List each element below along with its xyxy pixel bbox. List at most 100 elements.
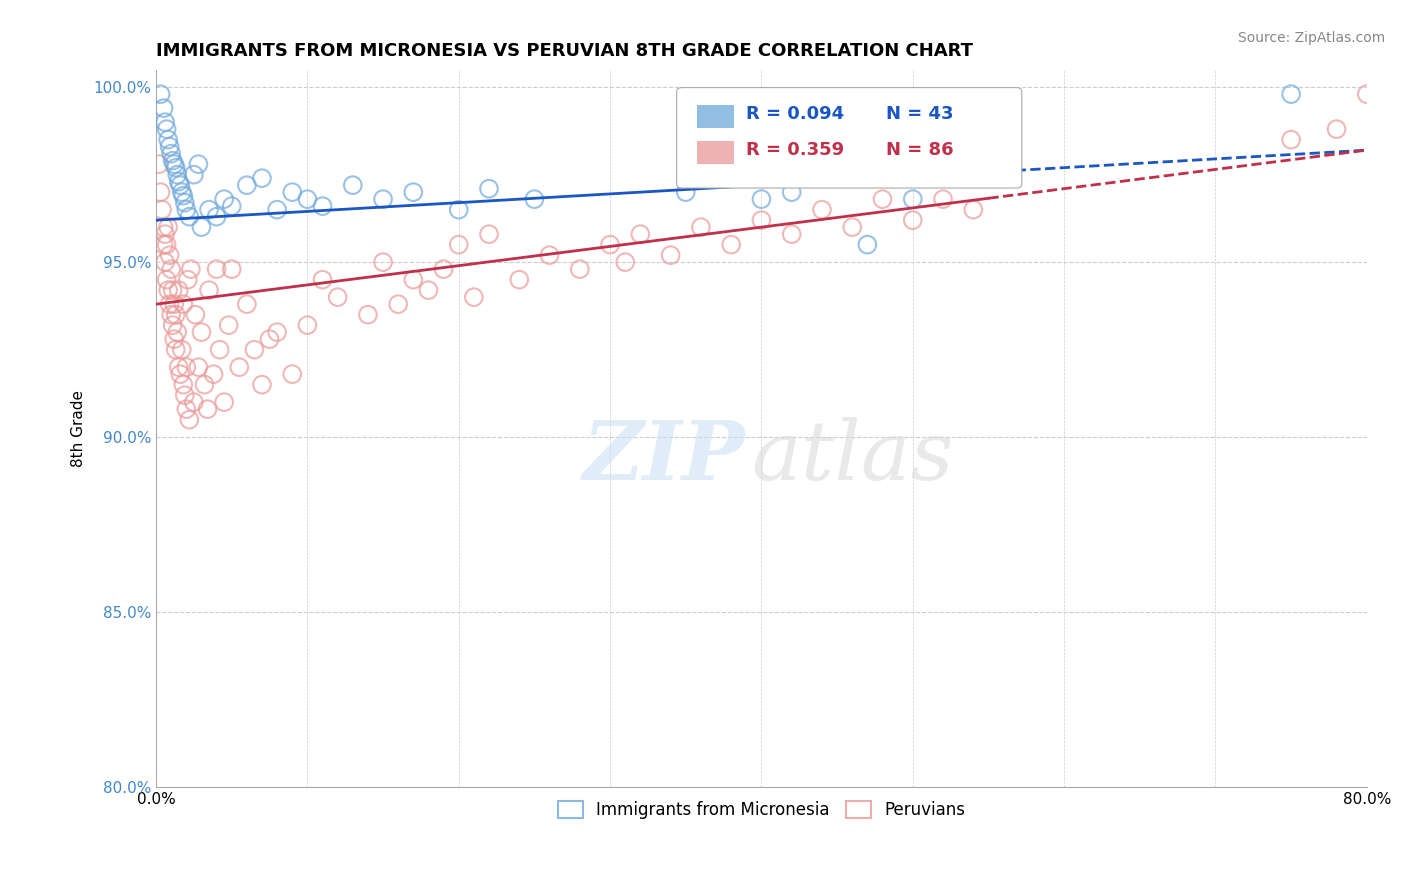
Point — [901, 192, 924, 206]
Point — [751, 192, 773, 206]
Point — [357, 308, 380, 322]
Point — [221, 262, 243, 277]
Point — [250, 377, 273, 392]
Point — [689, 220, 711, 235]
Point — [173, 388, 195, 402]
Point — [205, 262, 228, 277]
Point — [162, 153, 184, 168]
Point — [163, 157, 186, 171]
Point — [463, 290, 485, 304]
Point — [197, 402, 219, 417]
Point — [387, 297, 409, 311]
Text: atlas: atlas — [751, 417, 953, 497]
Point — [841, 220, 863, 235]
Point — [169, 178, 191, 193]
Point — [157, 220, 180, 235]
Point — [281, 185, 304, 199]
Point — [371, 255, 394, 269]
Point — [187, 157, 209, 171]
Point — [402, 273, 425, 287]
Point — [221, 199, 243, 213]
Point — [172, 297, 194, 311]
Point — [751, 213, 773, 227]
Point — [872, 192, 894, 206]
Point — [811, 202, 834, 217]
Point — [152, 237, 174, 252]
Point — [190, 220, 212, 235]
Point — [311, 273, 333, 287]
Point — [166, 168, 188, 182]
Point — [160, 262, 183, 277]
Point — [311, 199, 333, 213]
Point — [163, 332, 186, 346]
Point — [162, 283, 184, 297]
Point — [243, 343, 266, 357]
Point — [162, 318, 184, 333]
Point — [266, 325, 288, 339]
Point — [1279, 133, 1302, 147]
Point — [169, 367, 191, 381]
Point — [159, 297, 181, 311]
Point — [157, 283, 180, 297]
Point — [218, 318, 240, 333]
Point — [447, 202, 470, 217]
Point — [932, 192, 955, 206]
Y-axis label: 8th Grade: 8th Grade — [72, 390, 86, 467]
Point — [153, 255, 176, 269]
Point — [599, 237, 621, 252]
Point — [167, 175, 190, 189]
Point — [193, 377, 215, 392]
Point — [371, 192, 394, 206]
Point — [183, 168, 205, 182]
Point — [179, 412, 201, 426]
FancyBboxPatch shape — [697, 141, 734, 164]
Point — [152, 101, 174, 115]
Point — [165, 161, 187, 175]
Point — [184, 308, 207, 322]
Point — [205, 210, 228, 224]
Point — [156, 237, 179, 252]
Point — [166, 325, 188, 339]
Point — [478, 181, 501, 195]
Point — [1326, 122, 1348, 136]
Text: R = 0.359: R = 0.359 — [745, 141, 844, 159]
Point — [165, 343, 187, 357]
Text: IMMIGRANTS FROM MICRONESIA VS PERUVIAN 8TH GRADE CORRELATION CHART: IMMIGRANTS FROM MICRONESIA VS PERUVIAN 8… — [156, 42, 973, 60]
Point — [208, 343, 231, 357]
Text: ZIP: ZIP — [583, 417, 745, 497]
Point — [720, 237, 742, 252]
Point — [202, 367, 225, 381]
Point — [167, 360, 190, 375]
Point — [659, 248, 682, 262]
Text: N = 43: N = 43 — [886, 105, 953, 123]
Point — [236, 178, 259, 193]
Point — [508, 273, 530, 287]
Point — [190, 325, 212, 339]
Point — [281, 367, 304, 381]
Point — [159, 248, 181, 262]
Point — [183, 395, 205, 409]
Point — [163, 297, 186, 311]
Point — [198, 202, 221, 217]
Point — [236, 297, 259, 311]
Point — [297, 192, 319, 206]
Point — [1355, 87, 1378, 102]
Point — [523, 192, 546, 206]
Point — [187, 360, 209, 375]
Point — [150, 202, 173, 217]
Point — [160, 146, 183, 161]
Point — [675, 185, 697, 199]
Point — [180, 262, 202, 277]
Point — [173, 195, 195, 210]
FancyBboxPatch shape — [676, 87, 1022, 188]
Point — [198, 283, 221, 297]
Text: Source: ZipAtlas.com: Source: ZipAtlas.com — [1237, 31, 1385, 45]
Point — [148, 157, 170, 171]
Point — [149, 87, 172, 102]
Point — [433, 262, 456, 277]
Point — [402, 185, 425, 199]
Legend: Immigrants from Micronesia, Peruvians: Immigrants from Micronesia, Peruvians — [551, 794, 972, 825]
Point — [266, 202, 288, 217]
Point — [228, 360, 250, 375]
Point — [156, 273, 179, 287]
